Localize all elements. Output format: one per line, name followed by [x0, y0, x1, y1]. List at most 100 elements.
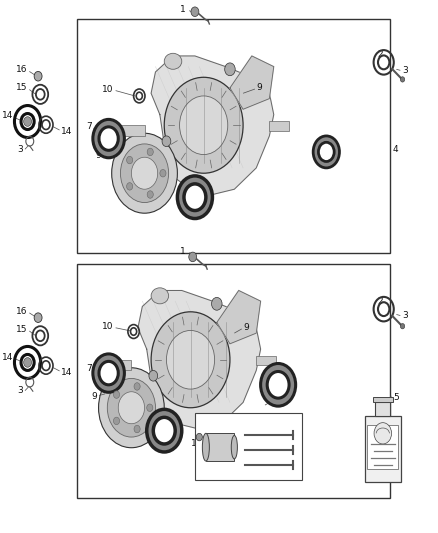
Text: 3: 3: [18, 145, 23, 154]
Circle shape: [34, 71, 42, 81]
Text: 6: 6: [318, 150, 324, 159]
Circle shape: [151, 312, 230, 408]
Circle shape: [160, 169, 166, 177]
Circle shape: [136, 92, 142, 100]
Bar: [375, 402, 390, 416]
Text: 6: 6: [284, 389, 290, 398]
Text: 14: 14: [2, 353, 13, 361]
Circle shape: [118, 392, 145, 424]
Bar: [195, 413, 302, 480]
Text: 10: 10: [102, 322, 113, 330]
Circle shape: [127, 156, 133, 164]
Circle shape: [378, 302, 389, 316]
Circle shape: [112, 133, 177, 213]
Text: 9: 9: [256, 84, 262, 92]
Circle shape: [400, 324, 405, 329]
Circle shape: [21, 354, 34, 370]
Bar: [373, 397, 393, 402]
Text: 14: 14: [2, 111, 13, 119]
Text: 15: 15: [16, 84, 28, 92]
Circle shape: [189, 252, 197, 262]
Circle shape: [162, 136, 171, 147]
Text: 8: 8: [205, 197, 211, 206]
Text: 9: 9: [92, 392, 97, 401]
Text: 17: 17: [379, 399, 391, 407]
Circle shape: [93, 119, 124, 158]
Bar: [103, 360, 131, 370]
Bar: [269, 121, 289, 131]
Polygon shape: [151, 56, 274, 195]
Circle shape: [318, 142, 334, 161]
Text: 2: 2: [378, 50, 383, 59]
Circle shape: [24, 117, 32, 126]
Text: 9: 9: [95, 151, 101, 160]
Circle shape: [212, 297, 222, 310]
Bar: [256, 356, 276, 365]
Circle shape: [99, 361, 118, 385]
Circle shape: [107, 378, 155, 437]
Circle shape: [127, 183, 133, 190]
Text: 3: 3: [403, 311, 408, 320]
Circle shape: [166, 330, 215, 389]
Ellipse shape: [202, 433, 209, 461]
Text: 16: 16: [16, 65, 28, 74]
Circle shape: [131, 157, 158, 189]
Text: 1: 1: [180, 247, 186, 256]
Circle shape: [261, 364, 296, 406]
Circle shape: [131, 328, 137, 335]
Circle shape: [34, 313, 42, 322]
Bar: [365, 416, 401, 482]
Circle shape: [313, 136, 339, 168]
Circle shape: [36, 330, 45, 341]
Circle shape: [184, 184, 206, 211]
Circle shape: [120, 144, 169, 203]
Text: 4: 4: [393, 145, 399, 154]
Circle shape: [42, 120, 50, 130]
Circle shape: [147, 409, 182, 452]
Text: 10: 10: [102, 85, 113, 93]
Text: 14: 14: [61, 368, 73, 377]
Polygon shape: [230, 56, 274, 109]
Circle shape: [378, 55, 389, 69]
Ellipse shape: [164, 53, 182, 69]
Circle shape: [147, 148, 153, 156]
Ellipse shape: [151, 288, 169, 304]
Circle shape: [24, 358, 32, 367]
Circle shape: [99, 368, 164, 448]
Text: 12: 12: [191, 439, 203, 448]
Bar: [77, 19, 390, 253]
Bar: [77, 264, 390, 498]
Circle shape: [147, 191, 153, 198]
Text: 11: 11: [274, 397, 286, 405]
Circle shape: [225, 63, 235, 76]
Ellipse shape: [231, 435, 237, 459]
Text: 9: 9: [243, 324, 249, 332]
Circle shape: [374, 423, 392, 444]
Circle shape: [177, 176, 212, 219]
Text: 8: 8: [162, 434, 167, 443]
Text: 3: 3: [403, 66, 408, 75]
Bar: [367, 425, 398, 469]
Circle shape: [191, 7, 199, 17]
Polygon shape: [217, 290, 261, 344]
Circle shape: [134, 383, 140, 390]
Polygon shape: [138, 290, 261, 429]
Text: 7: 7: [86, 123, 92, 131]
Circle shape: [153, 417, 175, 444]
Circle shape: [180, 96, 228, 155]
Text: 5: 5: [393, 393, 399, 401]
Circle shape: [400, 77, 405, 82]
Text: 2: 2: [378, 297, 383, 306]
Text: 7: 7: [86, 364, 92, 373]
Circle shape: [99, 127, 118, 150]
Circle shape: [113, 417, 120, 425]
Circle shape: [196, 433, 202, 441]
Bar: [116, 125, 145, 136]
Text: 13: 13: [290, 431, 302, 440]
Circle shape: [113, 391, 120, 398]
Circle shape: [149, 370, 158, 381]
Bar: [206, 433, 234, 461]
Circle shape: [93, 354, 124, 392]
Circle shape: [36, 89, 45, 100]
Circle shape: [134, 425, 140, 433]
